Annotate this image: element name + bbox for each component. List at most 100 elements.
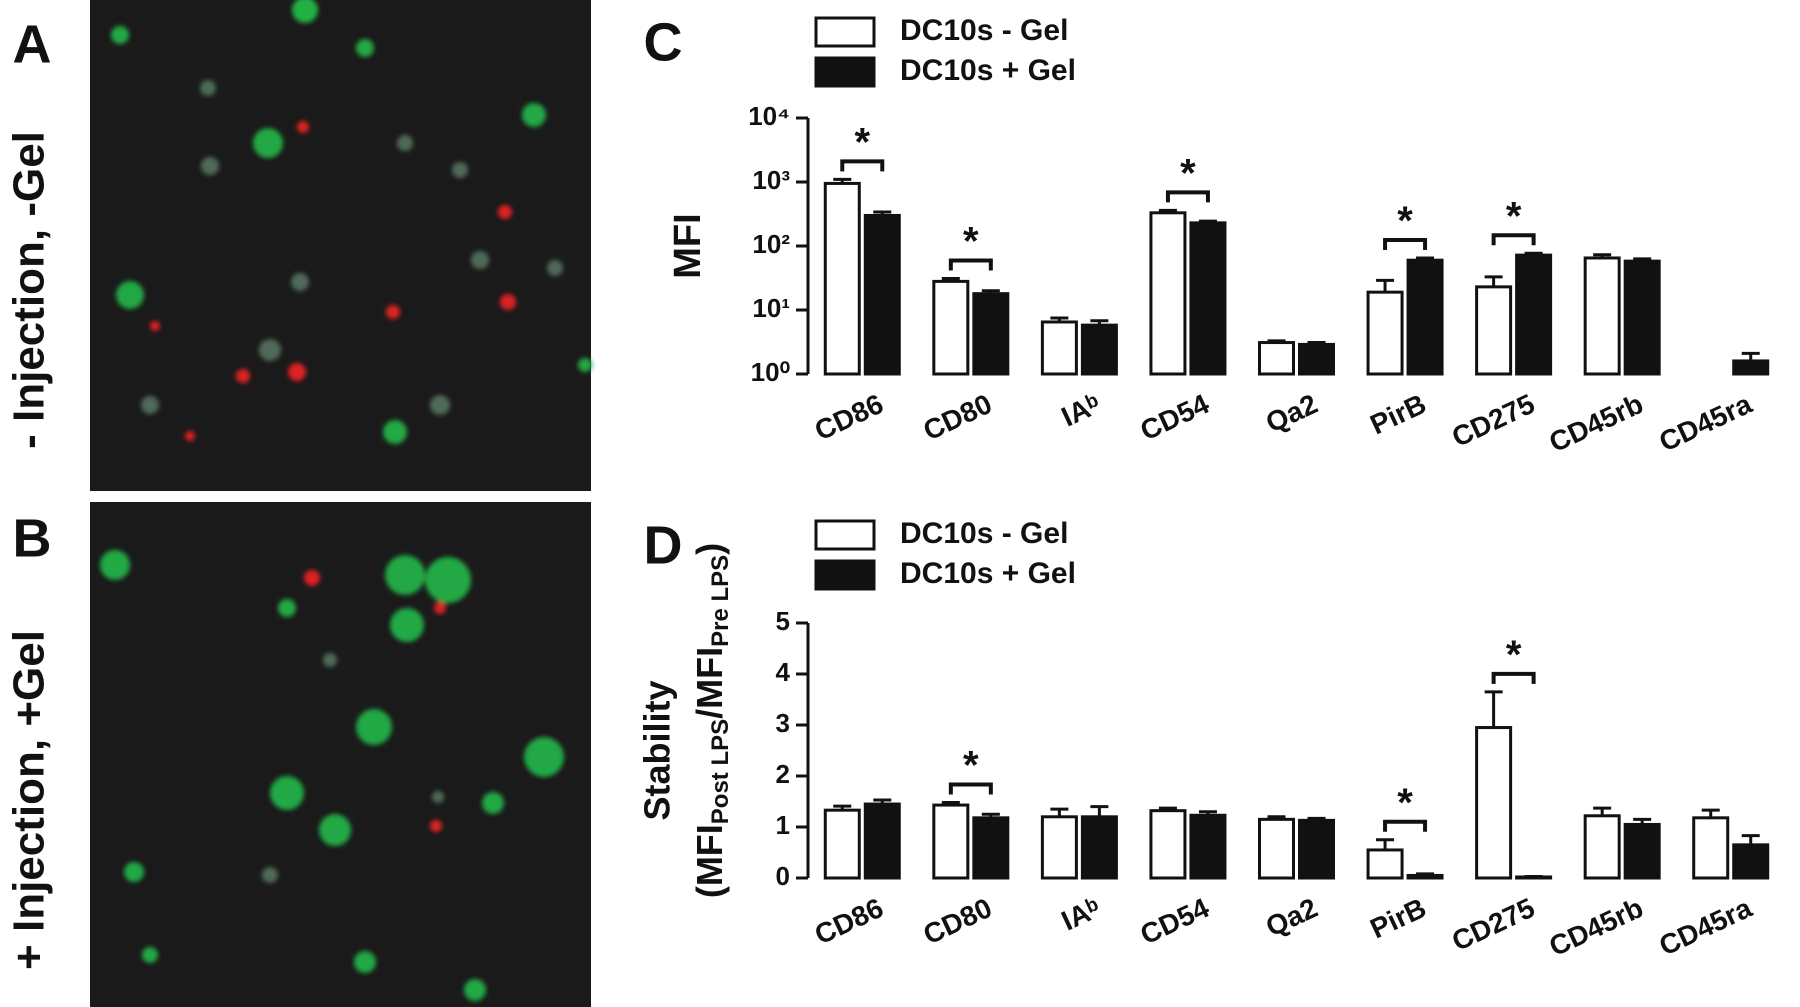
bar xyxy=(972,816,1010,880)
y-tick-label: 1 xyxy=(776,810,790,840)
significance-label: * xyxy=(1506,633,1522,677)
panel-caption: + Injection, +Gel xyxy=(5,630,54,970)
bar xyxy=(1040,815,1078,880)
bar xyxy=(1189,221,1227,376)
significance-label: * xyxy=(1397,199,1413,243)
x-tick-label: Qa2 xyxy=(1261,892,1322,942)
significance-label: * xyxy=(963,744,979,788)
y-axis-label: MFI xyxy=(667,213,709,278)
x-tick-label: CD45rb xyxy=(1544,388,1647,458)
legend-swatch xyxy=(814,56,876,88)
legend-swatch xyxy=(814,559,876,591)
x-tick-label: PirB xyxy=(1365,892,1430,944)
bar xyxy=(972,292,1010,376)
y-tick-label: 5 xyxy=(776,606,790,636)
significance-bracket xyxy=(948,258,993,271)
legend-label: DC10s - Gel xyxy=(900,517,1068,550)
x-tick-label: CD54 xyxy=(1136,388,1214,447)
bar xyxy=(1732,843,1770,880)
micrograph-a xyxy=(90,0,592,491)
bar xyxy=(1080,323,1118,376)
y-axis-label-part: Post LPS xyxy=(707,719,734,824)
bar xyxy=(1189,813,1227,880)
bar xyxy=(932,803,970,880)
bar xyxy=(1623,259,1661,376)
panel-label: A xyxy=(13,14,52,74)
panel-caption: - Injection, -Gel xyxy=(5,131,54,449)
significance-bracket xyxy=(1165,190,1210,203)
bar xyxy=(1298,818,1335,880)
bar xyxy=(1149,809,1187,880)
y-tick-label: 2 xyxy=(776,759,790,789)
x-tick-label: CD275 xyxy=(1447,892,1539,957)
bar xyxy=(1258,341,1295,376)
bar xyxy=(1692,816,1730,880)
significance-label: * xyxy=(854,120,870,164)
x-tick-label: CD80 xyxy=(919,892,997,950)
bar xyxy=(863,213,901,376)
x-tick-label: CD45ra xyxy=(1654,892,1756,962)
significance-bracket xyxy=(1491,671,1536,684)
bar xyxy=(1366,290,1404,376)
legend-label: DC10s + Gel xyxy=(900,54,1076,87)
y-tick-label: 10³ xyxy=(752,165,790,195)
legend-label: DC10s - Gel xyxy=(900,14,1068,47)
bar xyxy=(863,802,901,880)
bar xyxy=(1080,815,1118,880)
significance-bracket xyxy=(948,782,993,795)
bar xyxy=(823,808,861,880)
x-tick-label: CD86 xyxy=(810,388,888,446)
x-tick-label: CD86 xyxy=(810,892,888,950)
significance-bracket xyxy=(1383,237,1428,250)
y-axis-label: Stability xyxy=(637,680,678,820)
panel-label: C xyxy=(644,12,683,72)
bar xyxy=(1583,256,1621,376)
significance-bracket xyxy=(1383,819,1428,832)
bar xyxy=(1149,211,1187,376)
x-tick-label: IAᵇ xyxy=(1057,892,1105,937)
y-tick-label: 10² xyxy=(752,229,790,259)
significance-bracket xyxy=(840,159,885,172)
bar xyxy=(1406,258,1444,376)
micrograph-b xyxy=(90,502,591,1007)
y-tick-label: 0 xyxy=(776,861,790,891)
legend-label: DC10s + Gel xyxy=(900,557,1076,590)
x-tick-label: CD45ra xyxy=(1654,388,1756,458)
bar xyxy=(1732,359,1770,376)
bar xyxy=(932,279,970,376)
y-tick-label: 10⁴ xyxy=(748,101,790,131)
y-axis-label-part: ) xyxy=(689,543,730,555)
x-tick-label: CD45rb xyxy=(1544,892,1647,962)
y-axis-label: (MFIPost LPS/MFIPre LPS) xyxy=(689,543,735,898)
significance-label: * xyxy=(1506,194,1522,238)
bar xyxy=(1040,320,1078,376)
significance-label: * xyxy=(1397,781,1413,825)
x-tick-label: CD275 xyxy=(1447,388,1539,453)
bar xyxy=(1583,814,1621,880)
legend-swatch xyxy=(814,519,876,551)
bar xyxy=(1475,285,1513,376)
x-tick-label: IAᵇ xyxy=(1057,388,1105,433)
bar xyxy=(1298,342,1335,376)
bar xyxy=(1366,848,1404,880)
bar xyxy=(1515,253,1553,376)
significance-label: * xyxy=(963,220,979,264)
bar xyxy=(1623,822,1661,880)
y-tick-label: 10⁰ xyxy=(751,357,790,387)
y-tick-label: 3 xyxy=(776,708,790,738)
legend-swatch xyxy=(814,16,876,48)
significance-label: * xyxy=(1180,151,1196,195)
x-tick-label: CD80 xyxy=(919,388,997,446)
y-tick-label: 10¹ xyxy=(752,293,790,323)
y-axis-label-part: (MFI xyxy=(689,824,730,898)
significance-bracket xyxy=(1491,233,1536,246)
bar xyxy=(1258,817,1295,880)
bar xyxy=(1475,726,1513,880)
x-tick-label: PirB xyxy=(1365,388,1430,440)
panel-label: B xyxy=(13,508,52,568)
panel-label: D xyxy=(644,515,683,575)
x-tick-label: CD54 xyxy=(1136,892,1214,951)
y-axis-label-part: /MFI xyxy=(689,647,730,719)
bar xyxy=(1406,873,1444,880)
